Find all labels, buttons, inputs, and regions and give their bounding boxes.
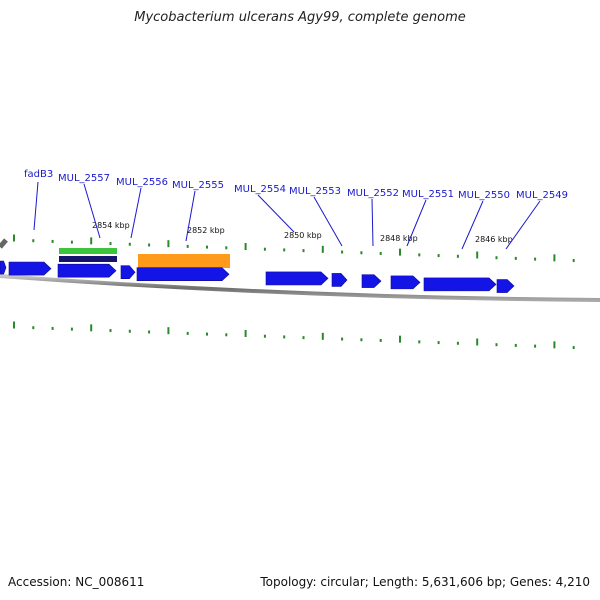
tick-label-2846: 2846 kbp	[475, 235, 513, 244]
gene-label-mul-2554[interactable]: MUL_2554	[234, 184, 286, 195]
feature-navy[interactable]	[59, 256, 117, 262]
gene-track	[0, 260, 515, 293]
tick-label-2852: 2852 kbp	[187, 226, 225, 235]
gene-arrow[interactable]	[57, 263, 117, 278]
tick-row-bottom	[13, 321, 575, 350]
gene-arrow[interactable]	[120, 265, 136, 279]
gene-arrow[interactable]	[496, 279, 515, 293]
gene-arrow[interactable]	[136, 267, 230, 282]
gene-label-mul-2553[interactable]: MUL_2553	[289, 186, 341, 197]
gene-label-mul-2551[interactable]: MUL_2551	[402, 189, 454, 200]
gene-arrow[interactable]	[390, 275, 421, 290]
accession-text: Accession: NC_008611	[8, 575, 145, 589]
genome-backbone	[0, 274, 600, 302]
gene-arrow[interactable]	[331, 273, 348, 287]
tick-label-2848: 2848 kbp	[380, 234, 418, 243]
position-labels: 2854 kbp 2852 kbp 2850 kbp 2848 kbp 2846…	[92, 221, 513, 244]
gene-label-fadb3[interactable]: fadB3	[24, 169, 53, 180]
gene-arrow[interactable]	[8, 261, 52, 276]
feature-track	[59, 248, 230, 268]
gene-arrow[interactable]	[423, 277, 497, 292]
gene-label-mul-2550[interactable]: MUL_2550	[458, 190, 510, 201]
tick-label-2850: 2850 kbp	[284, 231, 322, 240]
gene-label-mul-2552[interactable]: MUL_2552	[347, 188, 399, 199]
feature-green[interactable]	[59, 248, 117, 254]
gene-label-mul-2557[interactable]: MUL_2557	[58, 173, 110, 184]
gene-label-mul-2555[interactable]: MUL_2555	[172, 180, 224, 191]
genome-summary: Topology: circular; Length: 5,631,606 bp…	[260, 575, 590, 589]
gene-label-mul-2549[interactable]: MUL_2549	[516, 190, 568, 201]
gene-arrow[interactable]	[0, 260, 7, 275]
feature-orange[interactable]	[138, 254, 230, 268]
gene-arrow[interactable]	[361, 274, 382, 288]
map-title: Mycobacterium ulcerans Agy99, complete g…	[134, 10, 466, 25]
gene-label-mul-2556[interactable]: MUL_2556	[116, 177, 168, 188]
tick-label-2854: 2854 kbp	[92, 221, 130, 230]
gene-labels: fadB3 MUL_2557 MUL_2556 MUL_2555 MUL_255…	[24, 169, 568, 201]
genome-backbone-start	[0, 238, 8, 249]
gene-label-leaders	[33, 181, 541, 250]
gene-arrow[interactable]	[265, 271, 329, 286]
tick-row-top	[13, 234, 575, 263]
